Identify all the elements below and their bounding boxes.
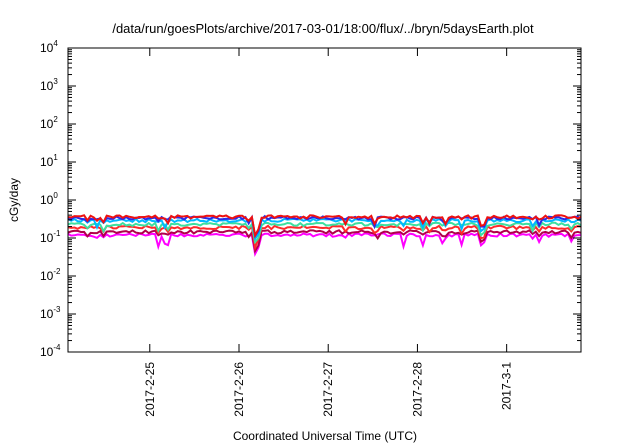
x-tick-label: 2017-2-27 bbox=[321, 362, 335, 417]
y-tick-label: 10-1 bbox=[40, 229, 61, 245]
series-line bbox=[67, 217, 582, 242]
y-tick-label: 101 bbox=[40, 153, 58, 169]
chart-title: /data/run/goesPlots/archive/2017-03-01/1… bbox=[112, 21, 534, 36]
y-axis-label: cGy/day bbox=[7, 178, 21, 222]
x-tick-label: 2017-3-1 bbox=[500, 362, 514, 410]
y-tick-label: 103 bbox=[40, 77, 58, 93]
y-axis: 10-4 10-3 10-2 10-1 100 101 102 103 104 bbox=[40, 39, 581, 359]
x-tick-label: 2017-2-28 bbox=[410, 362, 424, 417]
y-tick-label: 104 bbox=[40, 39, 58, 55]
y-tick-label: 10-2 bbox=[40, 267, 61, 283]
series-line bbox=[67, 221, 582, 245]
y-tick-label: 10-3 bbox=[40, 305, 61, 321]
y-tick-label: 102 bbox=[40, 115, 58, 131]
plot-series bbox=[67, 214, 582, 257]
x-axis: 2017-2-25 2017-2-26 2017-2-27 2017-2-28 2017… bbox=[143, 48, 514, 417]
series-line bbox=[67, 214, 582, 239]
series-line bbox=[67, 232, 581, 257]
plot-frame bbox=[67, 47, 582, 353]
x-axis-label: Coordinated Universal Time (UTC) bbox=[233, 429, 417, 443]
series-line bbox=[67, 224, 582, 252]
x-tick-label: 2017-2-26 bbox=[232, 362, 246, 417]
x-tick-label: 2017-2-25 bbox=[143, 362, 157, 417]
series-line bbox=[67, 229, 582, 254]
y-tick-label: 100 bbox=[40, 191, 58, 207]
y-tick-label: 10-4 bbox=[40, 343, 61, 359]
